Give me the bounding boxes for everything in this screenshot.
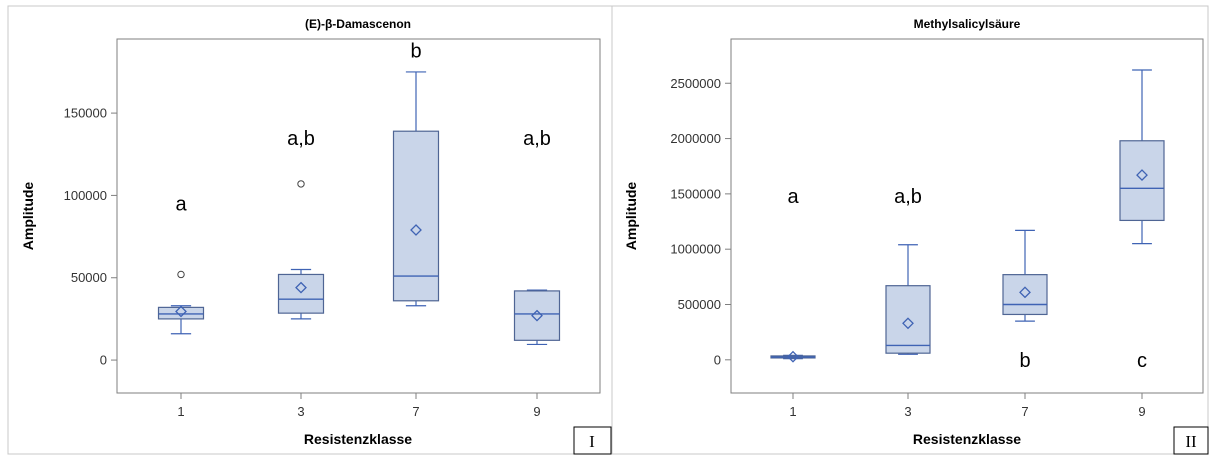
panel-ii-x-axis-label: Resistenzklasse bbox=[913, 431, 1021, 447]
mean-marker bbox=[902, 317, 914, 330]
panel-i-box-9: a,b bbox=[513, 128, 561, 346]
panel-i-x-axis-label: Resistenzklasse bbox=[304, 431, 412, 447]
significance-letter: c bbox=[1137, 350, 1147, 372]
significance-letter: a bbox=[175, 194, 187, 216]
mean-marker bbox=[175, 305, 187, 318]
panel-ii-y-tick-label: 500000 bbox=[678, 297, 721, 312]
panel-ii-x-tick-label: 7 bbox=[1021, 404, 1028, 419]
panel-i-y-tick-label: 50000 bbox=[71, 270, 107, 285]
panel-i-y-ticks: 0 50000 100000 150000 bbox=[64, 106, 117, 368]
outlier-point bbox=[177, 270, 185, 279]
significance-letter: a,b bbox=[287, 128, 315, 150]
panel-ii-x-ticks: 1 3 7 9 bbox=[789, 393, 1146, 419]
panel-ii-box-3: a,b bbox=[885, 186, 931, 355]
iqr-box bbox=[1002, 274, 1048, 316]
panel-ii-y-tick-label: 2500000 bbox=[670, 76, 721, 91]
significance-letter: a bbox=[787, 186, 799, 208]
mean-marker bbox=[1019, 286, 1031, 299]
mean-marker bbox=[531, 309, 543, 322]
panel-i-title: (E)-β-Damascenon bbox=[305, 17, 411, 31]
mean-marker bbox=[1136, 169, 1148, 181]
significance-letter: b bbox=[1019, 350, 1030, 372]
panel-ii-x-tick-label: 9 bbox=[1138, 404, 1145, 419]
panel-i-x-tick-label: 1 bbox=[177, 404, 184, 419]
panel-ii-y-tick-label: 2000000 bbox=[670, 131, 721, 146]
panel-ii-y-tick-label: 1500000 bbox=[670, 186, 721, 201]
panel-i-x-tick-label: 3 bbox=[297, 404, 304, 419]
panel-ii-box-1: a bbox=[770, 186, 816, 363]
panel-ii-boxes: a a,b b c bbox=[770, 69, 1165, 372]
panel-ii-y-tick-label: 0 bbox=[714, 352, 721, 367]
panel-ii: Methylsalicylsäure 0 500000 1000000 1500000… bbox=[611, 5, 1209, 455]
outlier-point bbox=[297, 180, 305, 188]
panel-i-box-1: a bbox=[157, 194, 205, 335]
panel-i: (E)-β-Damascenon 0 50000 100000 150000 1 3 7 9… bbox=[7, 5, 613, 455]
panel-i-x-tick-label: 7 bbox=[412, 404, 419, 419]
panel-i-tag-box bbox=[573, 426, 612, 455]
panel-ii-x-tick-label: 1 bbox=[789, 404, 796, 419]
panel-i-tag: I bbox=[589, 432, 595, 451]
panel-i-box-7: b bbox=[392, 41, 440, 307]
panel-ii-tag-box bbox=[1173, 426, 1209, 455]
panel-i-x-ticks: 1 3 7 9 bbox=[177, 393, 541, 419]
panel-ii-box-7: b bbox=[1002, 229, 1048, 372]
mean-marker bbox=[410, 224, 422, 236]
iqr-box bbox=[885, 285, 931, 354]
panel-i-y-tick-label: 150000 bbox=[64, 106, 107, 121]
significance-letter: a,b bbox=[894, 186, 922, 208]
significance-letter: b bbox=[410, 41, 421, 63]
panel-ii-x-tick-label: 3 bbox=[904, 404, 911, 419]
panel-ii-title: Methylsalicylsäure bbox=[914, 17, 1021, 31]
significance-letter: a,b bbox=[523, 128, 551, 150]
iqr-box bbox=[513, 290, 561, 341]
panel-i-boxes: a a,b b a,b bbox=[157, 41, 561, 346]
panel-i-y-axis-label: Amplitude bbox=[20, 182, 36, 251]
panel-ii-y-ticks: 0 500000 1000000 1500000 2000000 2500000 bbox=[670, 76, 731, 367]
panel-i-y-tick-label: 0 bbox=[100, 353, 107, 368]
panel-i-y-tick-label: 100000 bbox=[64, 188, 107, 203]
panel-i-box-3: a,b bbox=[277, 128, 325, 320]
panel-ii-tag: II bbox=[1185, 432, 1197, 451]
mean-marker bbox=[295, 281, 307, 294]
mean-marker bbox=[787, 350, 799, 363]
panel-ii-box-9: c bbox=[1119, 69, 1165, 372]
panel-i-x-tick-label: 9 bbox=[533, 404, 540, 419]
iqr-box bbox=[277, 273, 325, 314]
panel-ii-y-tick-label: 1000000 bbox=[670, 242, 721, 257]
panel-ii-frame bbox=[611, 5, 1209, 455]
iqr-box bbox=[392, 130, 440, 302]
panel-ii-y-axis-label: Amplitude bbox=[623, 182, 639, 251]
